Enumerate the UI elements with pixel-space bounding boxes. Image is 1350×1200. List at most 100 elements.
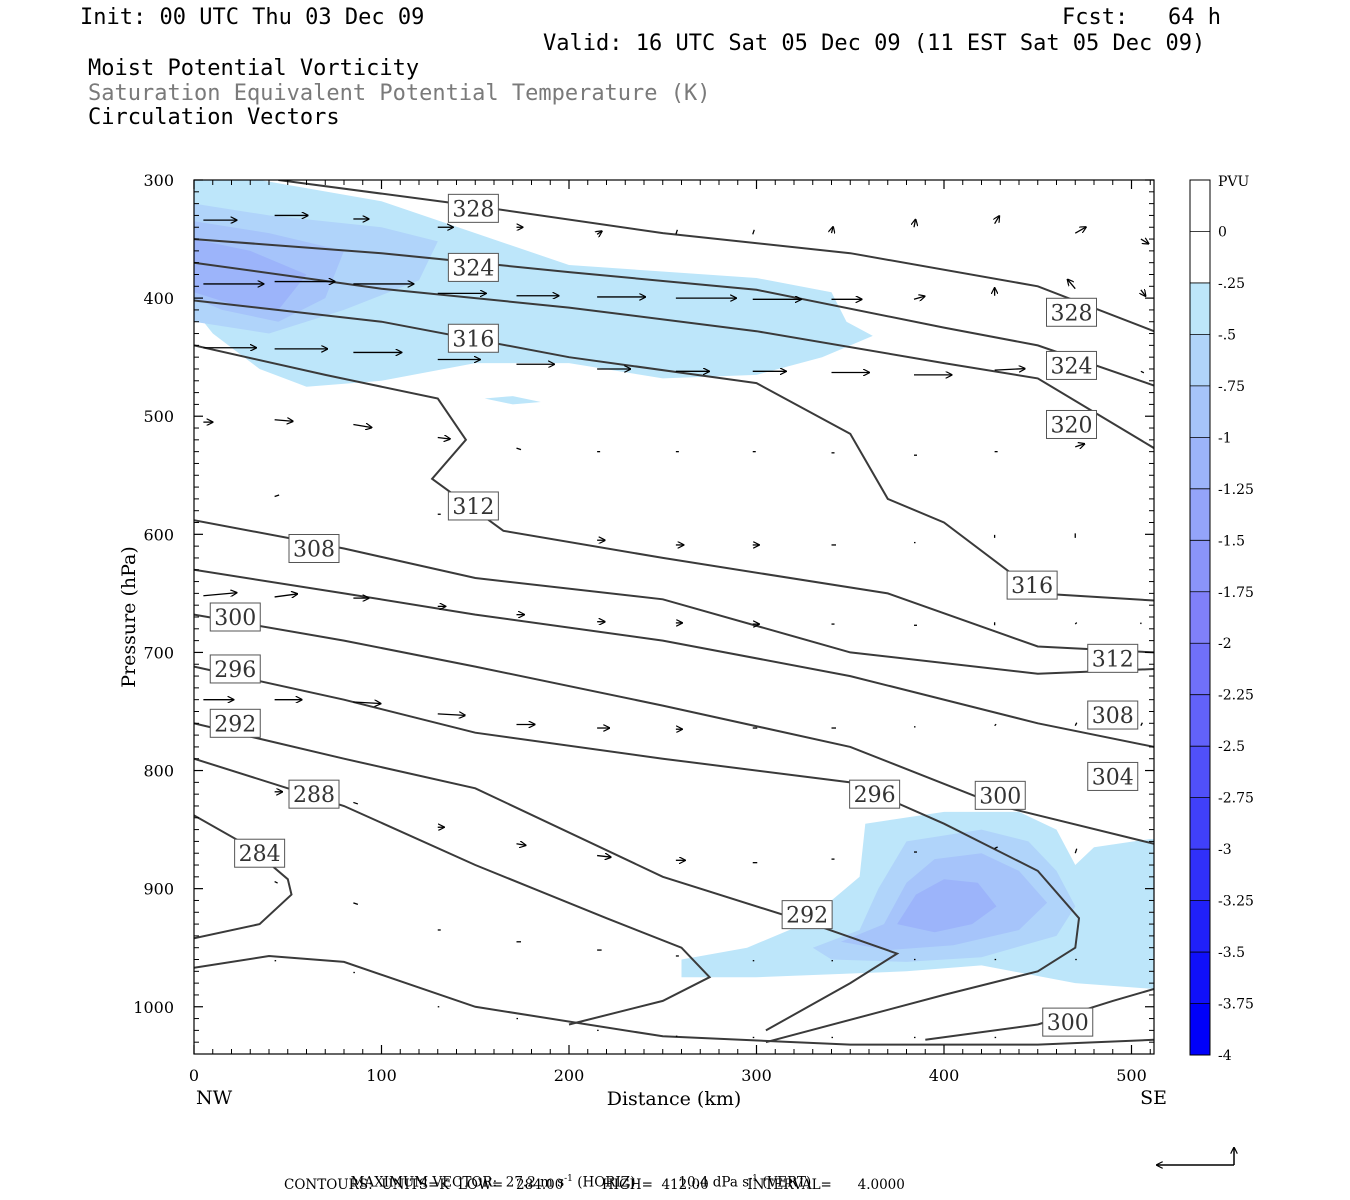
colorbar-label: -2.25 (1218, 688, 1254, 704)
contour-label-box (849, 779, 901, 809)
pv-colorbar: PVU 0 -.25 -.5 -.75 -1 -1.25 -1.5 -1.75 -2 -2.25 -2… (1189, 174, 1254, 1064)
contour-label-box (1046, 297, 1097, 327)
x-tick-label: 0 (189, 1066, 199, 1085)
circulation-vector (1140, 370, 1145, 374)
contour-label-box (1042, 1007, 1094, 1037)
colorbar-label: -.5 (1218, 327, 1236, 343)
contour-label: 316 (1011, 574, 1053, 599)
circulation-vector (1074, 622, 1078, 625)
theta-contour-284-11 (194, 814, 293, 940)
max-vector-text: MAXIMUM VECTOR: 27.2 m s-1 (HORIZ) 10.4 … (342, 1158, 812, 1191)
x-tick-label: 100 (366, 1066, 397, 1085)
theta-contour-320-2 (194, 261, 1154, 449)
theta-contour-292-9 (194, 722, 900, 1032)
circulation-vector (274, 420, 293, 422)
circulation-vector (1074, 227, 1086, 234)
colorbar-label: -1.25 (1218, 482, 1254, 498)
colorbar-label: -3 (1218, 842, 1232, 858)
colorbar-segment (1190, 334, 1210, 387)
title-line-1: Moist Potential Vorticity (88, 56, 420, 81)
colorbar-segment (1190, 180, 1210, 232)
contour-label-box (1087, 761, 1139, 791)
colorbar-label: -3.25 (1218, 894, 1254, 910)
circulation-vector (1068, 280, 1076, 290)
circulation-vector (994, 846, 998, 850)
circulation-vector (597, 856, 611, 858)
contour-label-box (1087, 643, 1139, 673)
circulation-vector (274, 594, 298, 597)
pv-region-8 (897, 879, 997, 933)
axis-layer: 300 400 500 600 700 800 900 1000 0 100 200 300 400 50… (133, 171, 1167, 1109)
contour-label-layer: 328 324 316 312 308 300 296 292 288 284 328 324 320 3… (209, 193, 1139, 1037)
contour-label-box (209, 654, 261, 684)
circulation-vector (675, 229, 678, 235)
colorbar-label: -.75 (1218, 379, 1245, 395)
circulation-vector (203, 593, 236, 596)
x-tick-label: 300 (741, 1066, 772, 1085)
contour-label: 328 (1051, 301, 1093, 326)
contour-label: 312 (1092, 647, 1134, 672)
contour-label: 284 (239, 842, 281, 867)
contour-label: 308 (293, 537, 335, 562)
colorbar-title: PVU (1218, 174, 1250, 190)
colorbar-segment (1190, 952, 1210, 1005)
theta-contour-296-8 (194, 665, 1081, 1044)
y-axis-title: Pressure (hPa) (118, 546, 140, 688)
contour-label-box (781, 900, 833, 930)
colorbar-label: -2.5 (1218, 739, 1245, 755)
circulation-vector (597, 231, 602, 234)
circulation-vector (353, 801, 359, 805)
contour-label: 288 (293, 783, 335, 808)
circulation-vector (516, 447, 522, 451)
circulation-vector (1141, 290, 1146, 296)
circulation-vector (274, 494, 280, 498)
title-line-2: Saturation Equivalent Potential Temperat… (88, 81, 711, 106)
theta-contour-304-6 (194, 568, 1154, 748)
colorbar-segment (1190, 643, 1210, 696)
circulation-vector (437, 714, 465, 716)
x-end-label-nw: NW (196, 1087, 233, 1109)
contour-label: 296 (214, 658, 256, 683)
contour-label: 304 (1092, 765, 1134, 790)
pv-region-1 (484, 396, 541, 405)
max-vector-vert: 10.4 dPa s (678, 1174, 750, 1191)
title-line-3: Circulation Vectors (88, 105, 340, 130)
circulation-vector (353, 424, 371, 427)
colorbar-label: 0 (1218, 224, 1227, 240)
y-tick-label: 400 (143, 289, 174, 308)
circulation-vector (353, 902, 359, 905)
y-tick-label: 1000 (133, 998, 174, 1017)
contour-label: 312 (452, 495, 494, 520)
vert-tag: (VERT) (762, 1174, 812, 1191)
theta-contour-324-1 (194, 238, 1154, 387)
forecast-hour: Fcst: 64 h (1062, 5, 1221, 30)
circulation-vector (1140, 722, 1143, 726)
contour-label-box (288, 533, 340, 563)
contour-label: 300 (214, 606, 256, 631)
max-vector-horiz: 27.2 m s (505, 1174, 565, 1191)
theta-contour-280-12 (194, 954, 1154, 1046)
colorbar-segment (1190, 437, 1210, 490)
circulation-vector (1074, 722, 1078, 726)
x-end-label-se: SE (1140, 1087, 1167, 1109)
contour-label: 300 (979, 784, 1021, 809)
contour-info: CONTOURS: UNITS=K LOW= 284.00 HIGH= 412.… (284, 1177, 905, 1193)
colorbar-segment (1190, 746, 1210, 799)
x-tick-label: 400 (929, 1066, 960, 1085)
y-tick-label: 900 (143, 880, 174, 899)
colorbar-segment (1190, 231, 1210, 284)
theta-contour-288-10 (194, 757, 712, 1026)
colorbar-label: -3.75 (1218, 997, 1254, 1013)
theta-contour-316-3 (194, 299, 1154, 602)
colorbar-segment (1190, 694, 1210, 747)
contour-label-box (447, 252, 499, 282)
colorbar-segment (1190, 849, 1210, 902)
theta-contour-300-13 (925, 988, 1154, 1041)
colorbar-segment (1190, 591, 1210, 644)
contour-label: 308 (1092, 704, 1134, 729)
y-tick-label: 300 (143, 171, 174, 190)
pv-fill-layer (194, 180, 1154, 989)
vector-layer (203, 215, 1148, 1039)
contour-label: 324 (1051, 354, 1093, 379)
colorbar-segment (1190, 282, 1210, 335)
